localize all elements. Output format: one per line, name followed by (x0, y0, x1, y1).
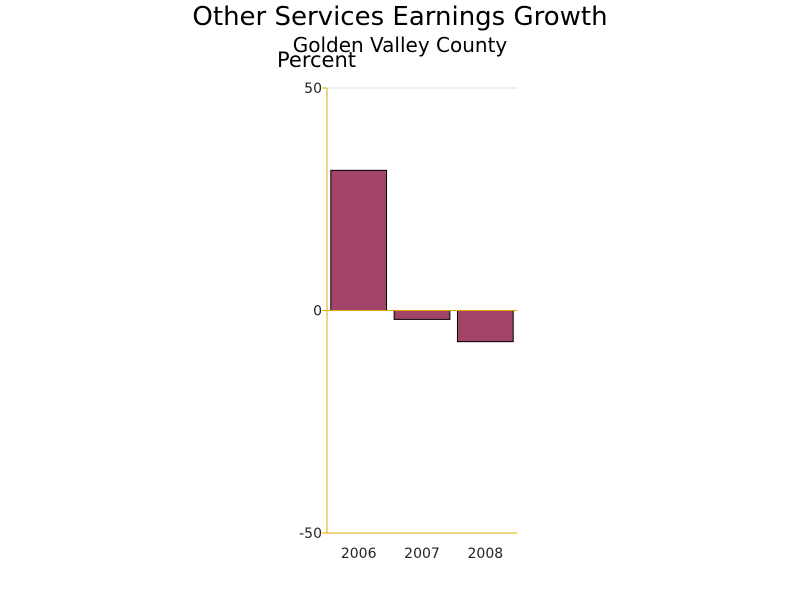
x-tick-label: 2008 (468, 546, 504, 562)
y-tick-label: 50 (304, 81, 322, 97)
chart-subtitle: Golden Valley County (292, 33, 508, 57)
chart-title: Other Services Earnings Growth (192, 2, 608, 32)
y-axis-label: Percent (277, 48, 357, 72)
bar-2007 (393, 310, 451, 320)
bar-2008 (456, 310, 514, 343)
x-tick-label: 2007 (404, 546, 440, 562)
bar-2006 (330, 169, 388, 311)
y-tick-label: 0 (313, 304, 322, 320)
x-tick-label: 2006 (341, 546, 377, 562)
y-tick-label: -50 (299, 526, 322, 542)
